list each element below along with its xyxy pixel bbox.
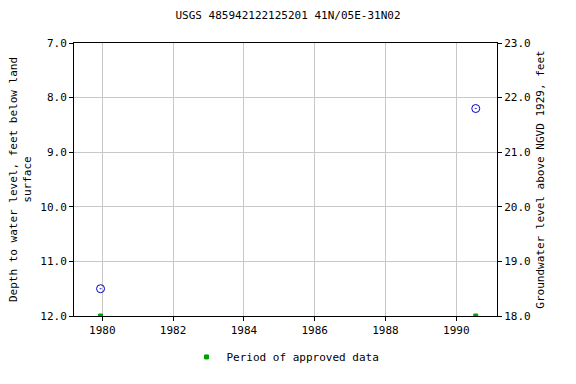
svg-text:1988: 1988 — [372, 324, 399, 337]
svg-text:Groundwater level above NGVD 1: Groundwater level above NGVD 1929, feet — [534, 50, 547, 308]
svg-text:1986: 1986 — [301, 324, 328, 337]
svg-text:12.0: 12.0 — [40, 310, 67, 323]
svg-text:1982: 1982 — [160, 324, 187, 337]
svg-text:1984: 1984 — [231, 324, 258, 337]
svg-text:18.0: 18.0 — [504, 310, 531, 323]
svg-text:USGS 485942122125201 41N/05E-3: USGS 485942122125201 41N/05E-31N02 — [175, 9, 400, 22]
svg-text:1990: 1990 — [443, 324, 470, 337]
svg-text:9.0: 9.0 — [47, 146, 67, 159]
svg-text:10.0: 10.0 — [40, 201, 67, 214]
svg-text:Depth to water level, feet bel: Depth to water level, feet below landsur… — [7, 57, 34, 302]
svg-text:8.0: 8.0 — [47, 91, 67, 104]
svg-text:11.0: 11.0 — [40, 255, 67, 268]
svg-text:22.0: 22.0 — [504, 91, 531, 104]
svg-text:7.0: 7.0 — [47, 37, 67, 50]
svg-text:Period of approved data: Period of approved data — [227, 351, 379, 364]
svg-text:19.0: 19.0 — [504, 255, 531, 268]
svg-text:1980: 1980 — [89, 324, 116, 337]
svg-text:21.0: 21.0 — [504, 146, 531, 159]
svg-text:23.0: 23.0 — [504, 37, 531, 50]
svg-text:20.0: 20.0 — [504, 201, 531, 214]
